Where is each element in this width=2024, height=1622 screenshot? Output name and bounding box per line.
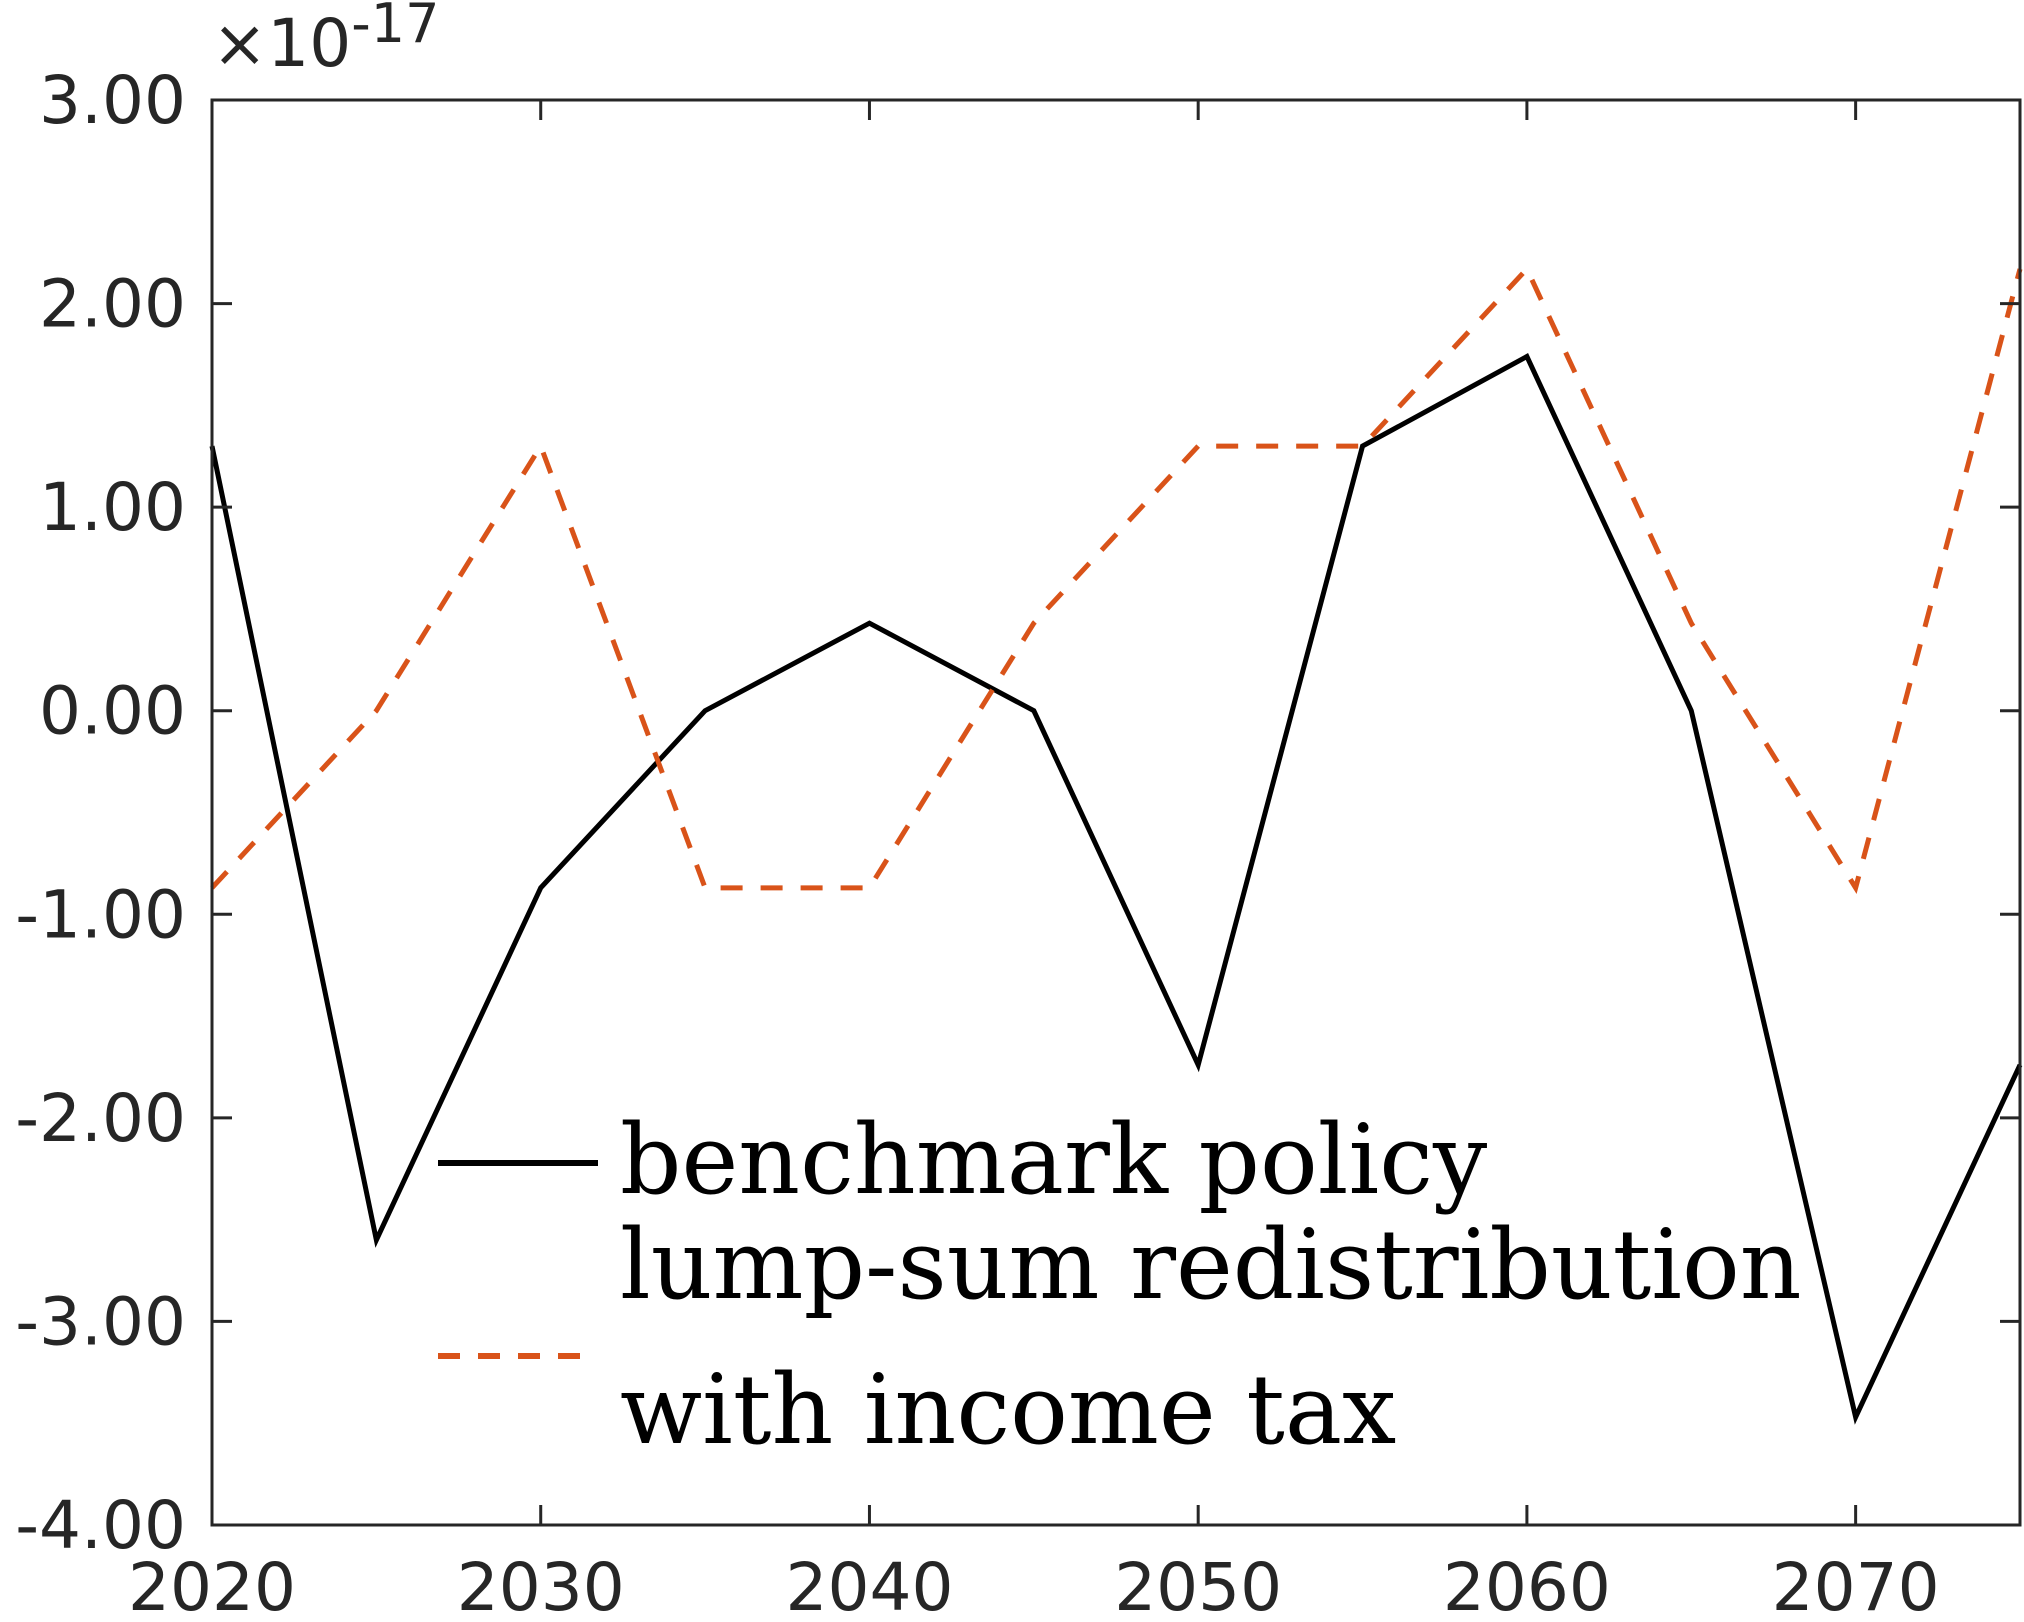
legend-label-lump-sum-line-1: lump-sum redistribution [620,1209,1802,1321]
x-tick-label-2040: 2040 [785,1549,953,1622]
y-axis-ticks: -4.00 -3.00 -2.00 -1.00 0.00 1.00 2.00 3.00 [15,62,2020,1564]
y-tick-label-1: -3.00 [15,1283,186,1360]
y-tick-label-0: -4.00 [15,1487,186,1564]
y-tick-label-4: 0.00 [39,673,186,750]
series-line-0 [209,353,2023,1425]
x-tick-label-2030: 2030 [457,1549,625,1622]
legend: benchmark policy lump-sum redistribution… [438,1104,1802,1466]
y-tick-label-7: 3.00 [39,62,186,139]
x-tick-label-2020: 2020 [128,1549,296,1622]
legend-label-lump-sum-line-2: with income tax [620,1354,1396,1466]
legend-label-benchmark: benchmark policy [620,1104,1487,1216]
x-axis-ticks: 2020 2030 2040 2050 2060 2070 [128,100,1940,1622]
y-tick-label-2: -2.00 [15,1080,186,1157]
plot-marks [209,264,2023,1425]
axes-box [210,98,2022,1527]
y-tick-label-3: -1.00 [15,876,186,953]
x-tick-label-2060: 2060 [1443,1549,1611,1622]
x-tick-label-2070: 2070 [1772,1549,1940,1622]
x-tick-label-2050: 2050 [1114,1549,1282,1622]
series-line-1 [210,264,2023,895]
y-axis-exponent-power: -17 [351,0,439,55]
y-tick-label-6: 2.00 [39,266,186,343]
y-axis-exponent: ×10-17 [212,0,440,82]
y-tick-label-5: 1.00 [39,469,186,546]
